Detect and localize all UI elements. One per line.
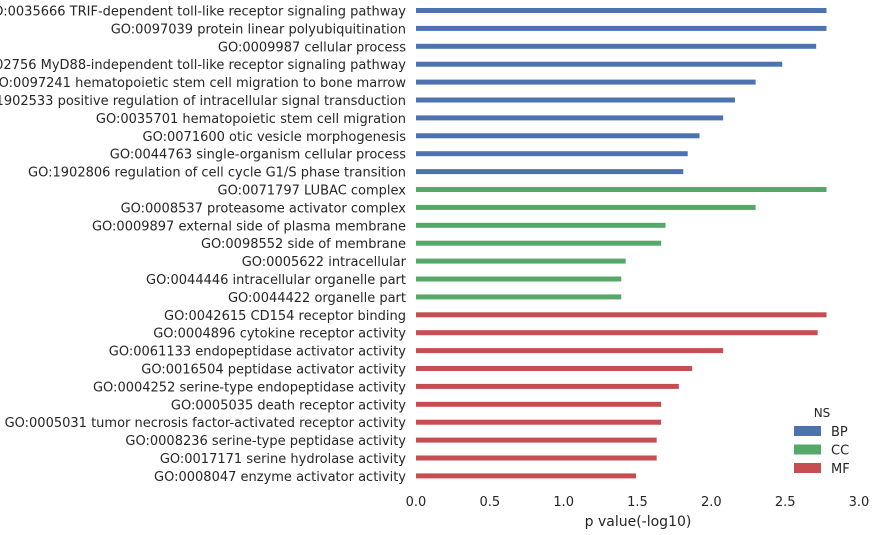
- category-label: GO:0002756 MyD88-independent toll-like r…: [0, 58, 406, 73]
- legend-swatch-cc: [794, 444, 821, 455]
- bar-bp: [416, 169, 684, 175]
- category-label: GO:0097039 protein linear polyubiquitina…: [111, 22, 406, 37]
- bar-mf: [416, 455, 657, 461]
- bar-bp: [416, 25, 827, 31]
- legend-title: NS: [814, 406, 831, 420]
- legend-label-mf: MF: [831, 462, 850, 477]
- category-label: GO:0008236 serine-type peptidase activit…: [125, 434, 406, 449]
- category-label: GO:0008537 proteasome activator complex: [121, 201, 407, 216]
- x-tick-label: 1.0: [553, 495, 574, 510]
- category-label: GO:0017171 serine hydrolase activity: [160, 452, 406, 467]
- bar-mf: [416, 401, 662, 407]
- bar-mf: [416, 419, 662, 425]
- x-axis-label: p value(-log10): [585, 514, 692, 530]
- bar-mf: [416, 437, 657, 443]
- bar-mf: [416, 348, 724, 354]
- category-label: GO:0008047 enzyme activator activity: [154, 470, 406, 485]
- bar-bp: [416, 8, 827, 13]
- category-label: GO:0009897 external side of plasma membr…: [92, 219, 406, 234]
- category-label: GO:0044446 intracellular organelle part: [146, 273, 406, 288]
- bar-cc: [416, 276, 622, 282]
- bar-cc: [416, 240, 662, 246]
- bar-mf: [416, 366, 693, 371]
- bar-bp: [416, 79, 756, 85]
- bar-mf: [416, 330, 818, 336]
- category-label: GO:0005031 tumor necrosis factor-activat…: [5, 416, 407, 431]
- legend-entries: BP CC MF: [794, 425, 850, 477]
- category-label: GO:0061133 endopeptidase activator activ…: [109, 345, 406, 360]
- category-label: GO:0044763 single-organism cellular proc…: [110, 148, 406, 163]
- category-label: GO:0071600 otic vesicle morphogenesis: [143, 130, 407, 145]
- bar-cc: [416, 294, 622, 300]
- bar-bp: [416, 97, 735, 103]
- x-tick-label: 2.5: [775, 495, 796, 510]
- bar-bp: [416, 43, 817, 49]
- legend-swatch-bp: [794, 426, 821, 436]
- category-labels: GO:0035666 TRIF-dependent toll-like rece…: [0, 5, 407, 485]
- legend-label-cc: CC: [831, 444, 849, 459]
- bar-cc: [416, 222, 666, 228]
- category-label: GO:0035701 hematopoietic stem cell migra…: [96, 112, 406, 127]
- category-label: GO:0005035 death receptor activity: [171, 398, 406, 413]
- category-label: GO:0035666 TRIF-dependent toll-like rece…: [0, 5, 406, 20]
- bar-mf: [416, 473, 637, 479]
- legend-swatch-mf: [794, 463, 821, 473]
- bar-cc: [416, 187, 827, 192]
- bar-mf: [416, 383, 679, 389]
- category-label: GO:1902533 positive regulation of intrac…: [0, 94, 406, 109]
- category-label: GO:0098552 side of membrane: [201, 237, 406, 252]
- x-axis-ticks: 0.0 0.5 1.0 1.5 2.0 2.5 3.0: [406, 495, 870, 510]
- category-label: GO:0044422 organelle part: [228, 291, 406, 306]
- category-label: GO:0005622 intracellular: [242, 255, 407, 270]
- bar-bp: [416, 61, 783, 67]
- category-label: GO:0097241 hematopoietic stem cell migra…: [0, 76, 406, 91]
- category-label: GO:0016504 peptidase activator activity: [141, 363, 406, 378]
- category-label: GO:0009987 cellular process: [218, 40, 406, 55]
- legend: NS BP CC MF: [794, 406, 850, 477]
- category-label: GO:0004252 serine-type endopeptidase act…: [93, 380, 406, 395]
- bar-mf: [416, 312, 827, 318]
- x-tick-label: 3.0: [849, 495, 870, 510]
- category-label: GO:1902806 regulation of cell cycle G1/S…: [28, 166, 406, 181]
- bar-cc: [416, 258, 626, 264]
- x-tick-label: 1.5: [627, 495, 648, 510]
- category-label: GO:0071797 LUBAC complex: [218, 184, 407, 199]
- bars: [416, 8, 827, 479]
- bar-bp: [416, 115, 724, 121]
- x-tick-label: 0.0: [406, 495, 427, 510]
- legend-label-bp: BP: [831, 425, 848, 440]
- bar-bp: [416, 151, 688, 157]
- category-label: GO:0042615 CD154 receptor binding: [164, 309, 406, 324]
- bar-bp: [416, 133, 700, 139]
- x-tick-label: 2.0: [701, 495, 722, 510]
- category-label: GO:0004896 cytokine receptor activity: [153, 327, 406, 342]
- x-tick-label: 0.5: [479, 495, 500, 510]
- bar-cc: [416, 204, 756, 210]
